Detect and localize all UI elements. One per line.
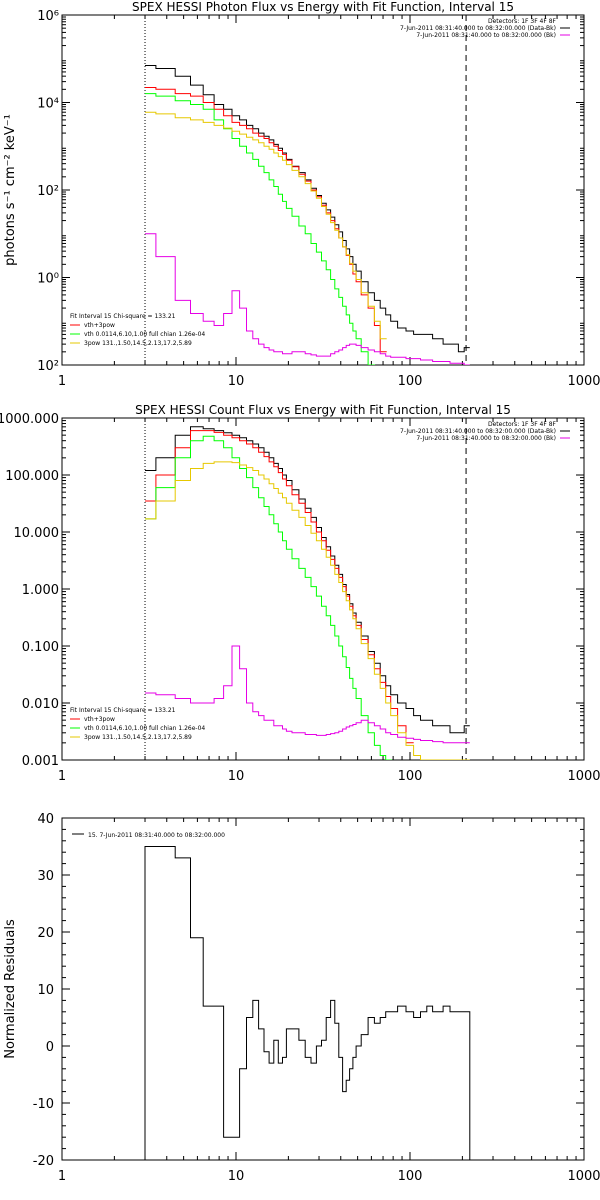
- y-tick-label: 10²: [37, 359, 59, 374]
- y-axis-label: Normalized Residuals: [3, 919, 18, 1059]
- y-tick-label: 1000.000: [0, 412, 59, 427]
- legend-bottom-left-text: vth+3pow: [84, 322, 115, 329]
- x-tick-label: 100: [398, 769, 423, 784]
- y-tick-label: -10: [33, 1097, 54, 1112]
- y-tick-label: 100.000: [5, 469, 59, 484]
- series-line-1: [145, 426, 470, 734]
- x-tick-label: 1: [58, 374, 66, 389]
- y-tick-label: 10²: [37, 184, 59, 199]
- legend-text: 15. 7-Jun-2011 08:31:40.000 to 08:32:00.…: [88, 832, 225, 839]
- y-tick-label: 10⁴: [37, 97, 59, 112]
- x-tick-label: 10: [228, 374, 245, 389]
- legend-bottom-left-text: vth 0.0114,6.10,1.00 full chian 1.26e-04: [84, 331, 205, 338]
- legend-bottom-left-text: vth+3pow: [84, 716, 115, 723]
- series-line-2: [145, 430, 414, 744]
- x-tick-label: 1000: [567, 769, 600, 784]
- legend-bottom-left-text: 3pow 131.,1.50,14.5,2.13,17.2,5.89: [84, 340, 192, 347]
- y-tick-label: 1.000: [22, 583, 59, 598]
- series-line-3: [145, 435, 392, 760]
- chart-panel-3: [61, 817, 585, 1161]
- y-axis-label: photons s⁻¹ cm⁻² keV⁻¹: [3, 114, 18, 266]
- legend-top-right-text: Detectors: 1F 3F 4F 8F: [488, 18, 557, 25]
- chart-panel-1: [61, 14, 585, 366]
- plot-frame: [61, 817, 585, 1161]
- x-tick-label: 10: [228, 1169, 245, 1184]
- y-tick-label: 0.010: [22, 697, 59, 712]
- legend-top-right-text: 7-Jun-2011 08:31:40.000 to 08:32:00.000 …: [400, 428, 556, 435]
- x-tick-label: 1000: [567, 374, 600, 389]
- legend-bottom-left-text: 3pow 131.,1.50,14.5,2.13,17.2,5.89: [84, 734, 192, 741]
- y-tick-label: 10: [37, 983, 54, 998]
- fit-summary-text: Fit Interval 15 Chi-square = 133.21: [70, 313, 176, 320]
- chart-title: SPEX HESSI Count Flux vs Energy with Fit…: [135, 403, 511, 417]
- y-tick-label: 0.001: [22, 754, 59, 769]
- y-tick-label: 20: [37, 926, 54, 941]
- x-tick-label: 100: [398, 374, 423, 389]
- series-line-2: [145, 87, 387, 353]
- chart-panel-2: [61, 417, 585, 761]
- series-line-5: [145, 233, 470, 365]
- legend-top-right-text: 7-Jun-2011 08:31:40.000 to 08:32:00.000 …: [416, 32, 556, 39]
- legend-top-right-text: Detectors: 1F 3F 4F 8F: [488, 421, 557, 428]
- x-tick-label: 100: [398, 1169, 423, 1184]
- chart-title: SPEX HESSI Photon Flux vs Energy with Fi…: [132, 0, 514, 14]
- y-tick-label: 10.000: [14, 526, 60, 541]
- y-tick-label: 0: [46, 1040, 54, 1055]
- series-line-3: [145, 93, 376, 365]
- series-line-1: [144, 846, 471, 1160]
- legend-top-right-text: 7-Jun-2011 08:31:40.000 to 08:32:00.000 …: [400, 25, 556, 32]
- x-tick-label: 1: [58, 769, 66, 784]
- series-line-4: [145, 461, 470, 760]
- x-tick-label: 10: [228, 769, 245, 784]
- legend-bottom-left-text: vth 0.0114,6.10,1.00 full chian 1.26e-04: [84, 725, 205, 732]
- x-tick-label: 1: [58, 1169, 66, 1184]
- y-tick-label: 10⁶: [37, 9, 59, 24]
- y-tick-label: 0.100: [22, 640, 59, 655]
- legend-top-right-text: 7-Jun-2011 08:31:40.000 to 08:32:00.000 …: [416, 435, 556, 442]
- series-line-4: [145, 111, 387, 340]
- y-tick-label: 30: [37, 869, 54, 884]
- y-tick-label: 10⁰: [37, 272, 59, 287]
- y-tick-label: -20: [33, 1154, 54, 1169]
- series-line-5: [145, 645, 470, 744]
- x-tick-label: 1000: [567, 1169, 600, 1184]
- fit-summary-text: Fit Interval 15 Chi-square = 133.21: [70, 707, 176, 714]
- y-tick-label: 40: [37, 812, 54, 827]
- series-line-1: [145, 65, 470, 353]
